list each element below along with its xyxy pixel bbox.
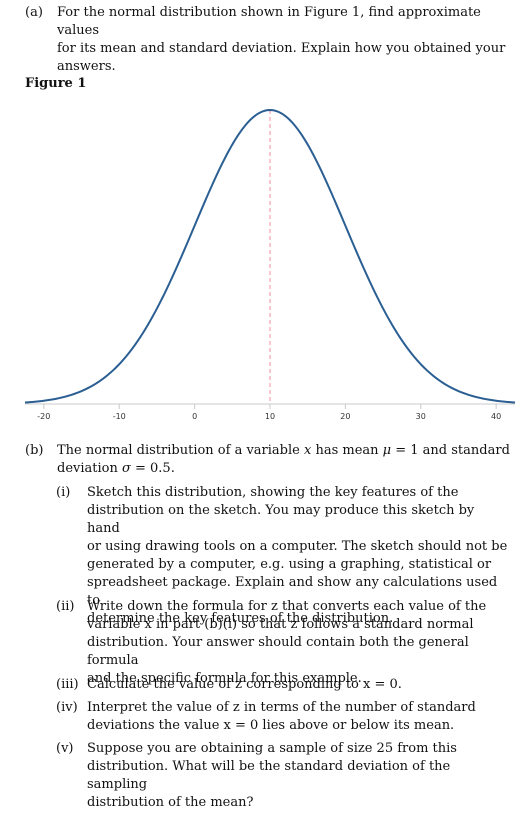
figure-title: Figure 1	[25, 76, 87, 91]
part-b-text-fragment: deviation	[57, 461, 122, 476]
x-tick-label: -10	[113, 412, 126, 421]
part-b-line-2: deviation σ = 0.5.	[57, 460, 510, 478]
item-line: deviations the value x = 0 lies above or…	[87, 718, 455, 733]
part-a-label: (a)	[25, 5, 43, 20]
item-line: distribution on the sketch. You may prod…	[87, 503, 475, 536]
normal-curve	[24, 108, 516, 404]
x-tick-label: 10	[265, 412, 275, 421]
item-text: Calculate the value of z corresponding t…	[87, 676, 511, 694]
normal-distribution-chart: -20 -10 0 10 20 30 40	[24, 108, 516, 421]
x-tick-label: 0	[192, 412, 197, 421]
part-b-text: The normal distribution of a variable x …	[57, 442, 510, 478]
item-text: Interpret the value of z in terms of the…	[87, 699, 511, 735]
item-line: distribution of the mean?	[87, 795, 254, 810]
x-tick-label: 20	[340, 412, 350, 421]
item-line: or using drawing tools on a computer. Th…	[87, 539, 508, 554]
part-b-text-fragment: has mean	[311, 443, 383, 458]
item-line: variable x in part (b)(i) so that z foll…	[87, 617, 474, 632]
item-line: Sketch this distribution, showing the ke…	[87, 485, 459, 500]
item-label: (iii)	[56, 677, 79, 692]
part-b-line-1: The normal distribution of a variable x …	[57, 442, 510, 460]
item-line: distribution. Your answer should contain…	[87, 635, 469, 668]
variable-x: x	[303, 443, 312, 458]
x-tick-label: 40	[491, 412, 501, 421]
part-a-line: for its mean and standard deviation. Exp…	[57, 41, 506, 56]
item-line: Calculate the value of z corresponding t…	[87, 677, 402, 692]
item-text: Write down the formula for z that conver…	[87, 598, 511, 688]
item-line: and the specific formula for this exampl…	[87, 671, 362, 686]
item-label: (iv)	[56, 700, 78, 715]
symbol-mu: μ	[382, 443, 392, 458]
item-line: Write down the formula for z that conver…	[87, 599, 487, 614]
part-a-text: For the normal distribution shown in Fig…	[57, 4, 515, 76]
part-b-text-fragment: The normal distribution of a variable	[57, 443, 304, 458]
item-label: (i)	[56, 485, 71, 500]
item-text: Sketch this distribution, showing the ke…	[87, 484, 511, 628]
part-a-line: For the normal distribution shown in Fig…	[57, 5, 481, 38]
x-axis-ticks: -20 -10 0 10 20 30 40	[37, 404, 501, 421]
x-tick-label: 30	[416, 412, 426, 421]
item-line: generated by a computer, e.g. using a gr…	[87, 557, 492, 572]
part-b-text-fragment: = 1 and standard	[391, 443, 510, 458]
item-label: (ii)	[56, 599, 75, 614]
item-line: spreadsheet package. Explain and show an…	[87, 575, 498, 608]
item-line: Suppose you are obtaining a sample of si…	[87, 741, 457, 756]
item-label: (v)	[56, 741, 74, 756]
part-a-line: answers.	[57, 59, 116, 74]
part-b-label: (b)	[25, 443, 44, 458]
item-line: determine the key features of the distri…	[87, 611, 394, 626]
item-text: Suppose you are obtaining a sample of si…	[87, 740, 511, 812]
item-line: Interpret the value of z in terms of the…	[87, 700, 476, 715]
symbol-sigma: σ	[121, 461, 131, 476]
part-b-text-fragment: = 0.5.	[130, 461, 175, 476]
item-line: distribution. What will be the standard …	[87, 759, 451, 792]
x-tick-label: -20	[37, 412, 50, 421]
